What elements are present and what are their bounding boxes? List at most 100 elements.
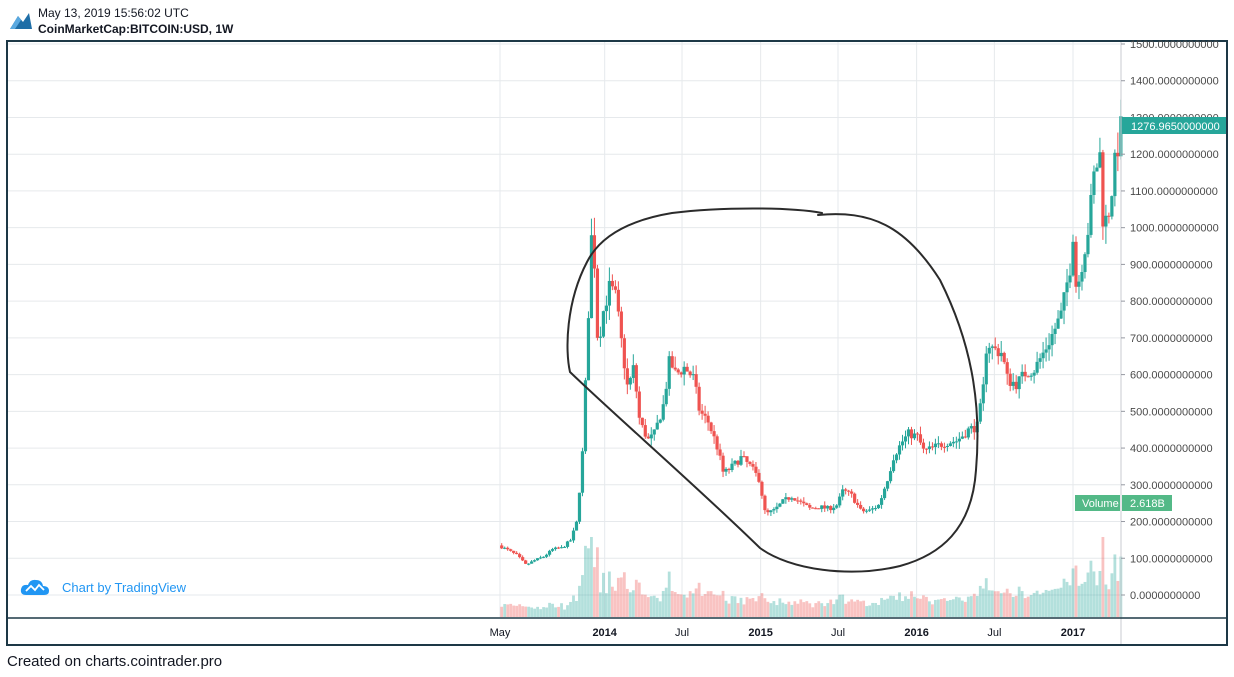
candle	[754, 461, 758, 477]
candle-body	[936, 443, 941, 445]
candle-body	[553, 547, 558, 550]
last-price-label: 1276.9650000000	[1122, 117, 1226, 134]
volume-bar	[1098, 570, 1102, 617]
y-tick-label: 1200.0000000000	[1130, 149, 1219, 161]
candle-body	[805, 503, 809, 505]
volume-bar	[706, 591, 710, 617]
candle	[802, 497, 806, 507]
candle-body	[724, 468, 728, 472]
candle-body	[957, 438, 961, 442]
candle-body	[1029, 375, 1033, 377]
candle-body	[685, 366, 689, 372]
candle	[969, 423, 973, 434]
candle-body	[790, 498, 794, 500]
candle	[524, 559, 528, 565]
volume-bar	[1047, 590, 1051, 617]
candle-body	[562, 546, 567, 548]
volume-bar	[862, 600, 866, 617]
tradingview-badge[interactable]: Chart by TradingView	[20, 577, 186, 597]
x-tick-label: 2014	[592, 627, 617, 639]
candle	[921, 438, 926, 454]
candle-body	[1056, 318, 1060, 329]
candle-body	[1116, 152, 1120, 157]
candle	[942, 442, 946, 453]
candle	[897, 441, 902, 460]
candle-body	[1059, 310, 1063, 319]
candle	[727, 467, 731, 474]
candle	[885, 480, 890, 492]
volume-bar	[844, 603, 848, 617]
volume-bar	[820, 603, 824, 617]
candle-body	[775, 506, 779, 510]
candle	[1065, 268, 1069, 307]
volume-bar	[993, 591, 997, 617]
volume-bar	[916, 598, 919, 617]
candle	[506, 546, 510, 551]
candle-body	[586, 318, 591, 381]
candle-body	[541, 556, 546, 558]
candle	[625, 358, 629, 395]
candle	[637, 386, 641, 425]
volume-bar	[778, 598, 782, 617]
candle	[751, 460, 755, 471]
candle-body	[1110, 196, 1114, 217]
candle	[1077, 275, 1081, 300]
candle	[984, 346, 988, 393]
candle-body	[900, 441, 905, 446]
candle	[1059, 302, 1063, 320]
candle-body	[556, 547, 561, 549]
candle-body	[694, 374, 698, 387]
volume-bar	[907, 598, 910, 617]
volume-bar	[625, 588, 629, 617]
volume-bar	[607, 571, 611, 617]
candle	[1002, 351, 1006, 365]
candle-body	[859, 504, 863, 509]
candle	[865, 509, 869, 514]
volume-bar	[757, 596, 761, 617]
candle	[541, 556, 546, 559]
candle-body	[760, 481, 764, 496]
candle-body	[589, 235, 594, 319]
candle-body	[503, 547, 507, 549]
candle-body	[601, 311, 606, 337]
candle-body	[1053, 328, 1057, 335]
candle	[1080, 264, 1084, 291]
candle	[607, 267, 611, 320]
candle	[999, 340, 1003, 362]
candle-body	[763, 495, 767, 511]
candle-body	[658, 419, 662, 423]
candle	[580, 447, 585, 497]
candle-body	[862, 508, 866, 512]
volume-bar	[673, 592, 677, 617]
volume-bar	[1035, 590, 1039, 617]
candle-body	[945, 445, 949, 447]
candle	[1008, 368, 1012, 392]
candle	[829, 505, 833, 514]
volume-bar	[1074, 565, 1078, 617]
volume-bar	[957, 597, 961, 617]
volume-bar	[925, 596, 928, 617]
candle	[844, 487, 848, 495]
volume-bar	[847, 601, 851, 617]
candle	[742, 451, 746, 458]
volume-bar	[694, 588, 698, 617]
volume-bar	[1071, 568, 1075, 617]
tradingview-badge-text[interactable]: Chart by TradingView	[62, 579, 187, 595]
volume-bar	[1080, 583, 1084, 617]
volume-bar	[572, 595, 575, 617]
candle	[1047, 333, 1051, 361]
volume-bar	[895, 599, 898, 617]
footer-credit: Created on charts.cointrader.pro	[7, 653, 223, 670]
candle	[841, 485, 845, 501]
candle-body	[987, 347, 991, 354]
candle	[1068, 263, 1072, 289]
volume-bar	[724, 600, 728, 617]
candle-body	[891, 460, 896, 472]
candle	[610, 274, 614, 291]
volume-bar	[871, 602, 874, 617]
volume-bar	[619, 577, 623, 617]
candle	[826, 505, 830, 512]
candle	[658, 418, 662, 424]
candle	[835, 504, 839, 509]
